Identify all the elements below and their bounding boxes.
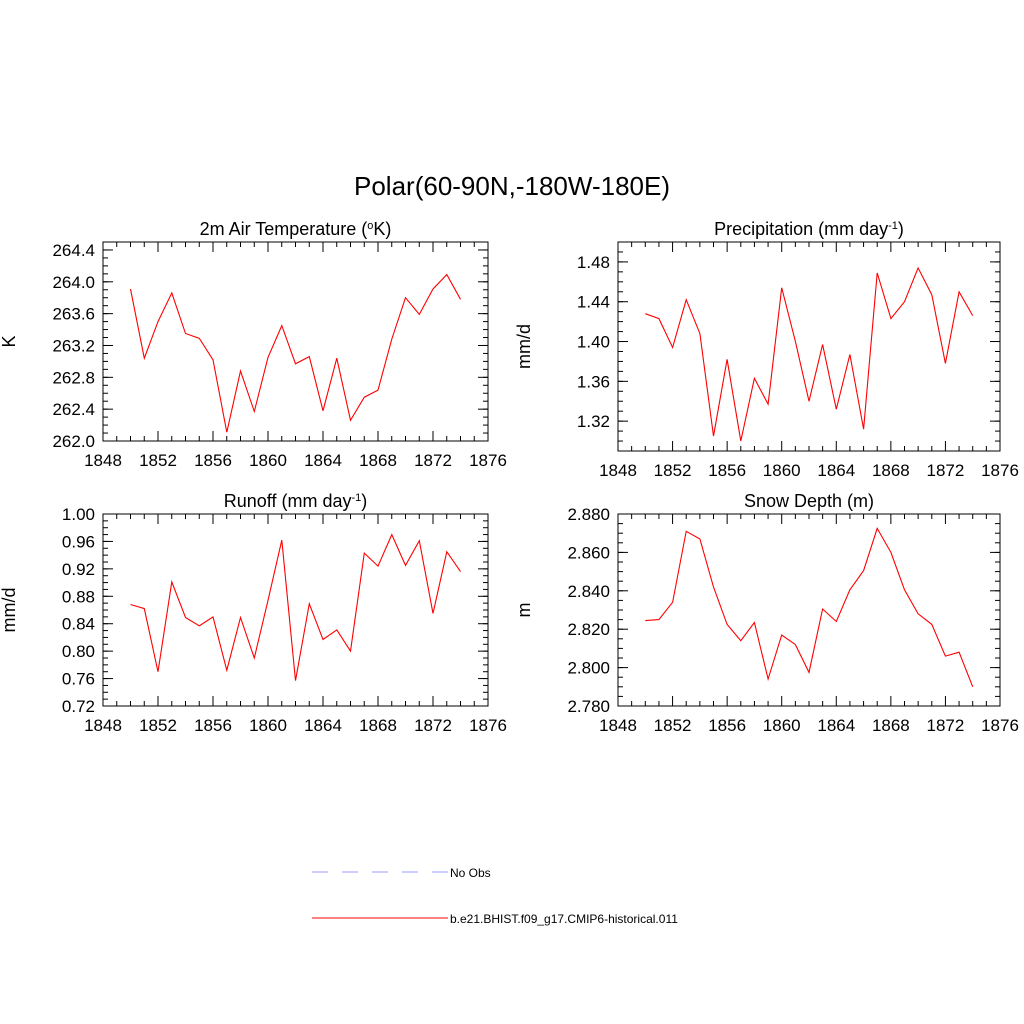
y-tick-label: 2.820 [567,620,610,639]
series-line [645,527,974,688]
y-tick-label: 264.0 [52,273,95,292]
series-line [645,266,974,442]
x-tick-label: 1848 [599,716,637,735]
y-axis-label: mm/d [514,324,534,369]
x-tick-label: 1876 [469,451,507,470]
x-tick-label: 1852 [654,716,692,735]
x-tick-label: 1864 [817,716,855,735]
y-tick-label: 1.32 [577,412,610,431]
y-tick-label: 262.8 [52,368,95,387]
panel-1: 2m Air Temperature (oK) K 1848 1852 1856 1860… [0,219,507,470]
panel-4: Snow Depth (m) m 1848 1852 1856 1860 1864 1868 1… [514,491,1019,735]
x-tick-label: 1860 [249,451,287,470]
plot-frame [102,241,489,442]
x-tick-label: 1848 [599,461,637,480]
y-tick-label: 1.40 [577,333,610,352]
x-tick-label: 1860 [249,716,287,735]
x-tick-label: 1876 [981,716,1019,735]
panel-2: Precipitation (mm day-1) mm/d 1848 1852 1856… [514,219,1019,480]
y-tick-label: 0.88 [62,587,95,606]
x-tick-label: 1868 [872,461,910,480]
y-axis-label: K [0,335,19,347]
y-axis-label: mm/d [0,588,19,633]
y-tick-label: 0.76 [62,670,95,689]
x-tick-label: 1868 [359,451,397,470]
panel-3: Runoff (mm day-1) mm/d 1848 1852 1856 1860 186… [0,491,507,735]
y-tick-label: 1.44 [577,293,610,312]
y-tick-label: 0.92 [62,560,95,579]
x-tick-label: 1856 [194,716,232,735]
legend: No Obs b.e21.BHIST.f09_g17.CMIP6-historic… [312,866,678,926]
y-tick-label: 0.72 [62,697,95,716]
y-tick-label: 263.6 [52,305,95,324]
y-tick-label: 264.4 [52,241,95,260]
series-line [130,533,461,681]
x-tick-label: 1876 [981,461,1019,480]
figure-title: Polar(60-90N,-180W-180E) [354,171,670,201]
y-tick-label: 2.880 [567,505,610,524]
y-tick-label: 0.84 [62,615,95,634]
legend-item: No Obs [312,866,491,880]
x-tick-label: 1848 [84,451,122,470]
x-tick-label: 1872 [927,716,965,735]
y-tick-label: 262.0 [52,432,95,451]
y-tick-label: 0.96 [62,532,95,551]
legend-item: b.e21.BHIST.f09_g17.CMIP6-historical.011 [312,912,678,926]
plot-frame [617,513,1001,707]
x-tick-label: 1856 [194,451,232,470]
y-tick-label: 2.860 [567,543,610,562]
x-tick-label: 1852 [654,461,692,480]
x-tick-label: 1864 [304,716,342,735]
x-tick-label: 1864 [304,451,342,470]
panel-title: 2m Air Temperature (oK) [200,219,392,239]
x-tick-label: 1856 [708,461,746,480]
legend-label: No Obs [450,866,491,880]
x-tick-label: 1864 [817,461,855,480]
y-tick-label: 2.840 [567,582,610,601]
y-tick-label: 2.780 [567,697,610,716]
panel-title: Precipitation (mm day-1) [714,219,904,239]
y-tick-label: 262.4 [52,400,95,419]
x-tick-label: 1868 [872,716,910,735]
y-tick-label: 263.2 [52,336,95,355]
panels-group: 2m Air Temperature (oK) K 1848 1852 1856 1860… [0,219,1019,735]
plot-frame [617,241,1001,452]
y-tick-label: 2.800 [567,659,610,678]
x-tick-label: 1852 [139,716,177,735]
x-tick-label: 1856 [708,716,746,735]
y-tick-label: 1.00 [62,505,95,524]
x-tick-label: 1872 [414,451,452,470]
x-tick-label: 1860 [763,461,801,480]
y-tick-label: 1.48 [577,253,610,272]
y-tick-label: 0.80 [62,642,95,661]
y-axis-label: m [514,603,534,618]
x-tick-label: 1868 [359,716,397,735]
series-line [129,273,461,433]
x-tick-label: 1848 [84,716,122,735]
panel-title: Snow Depth (m) [744,491,874,511]
y-tick-label: 1.36 [577,372,610,391]
legend-label: b.e21.BHIST.f09_g17.CMIP6-historical.011 [450,912,678,926]
x-tick-label: 1876 [469,716,507,735]
x-tick-label: 1872 [414,716,452,735]
x-tick-label: 1860 [763,716,801,735]
x-tick-label: 1852 [139,451,177,470]
x-tick-label: 1872 [927,461,965,480]
panel-title: Runoff (mm day-1) [224,491,368,511]
